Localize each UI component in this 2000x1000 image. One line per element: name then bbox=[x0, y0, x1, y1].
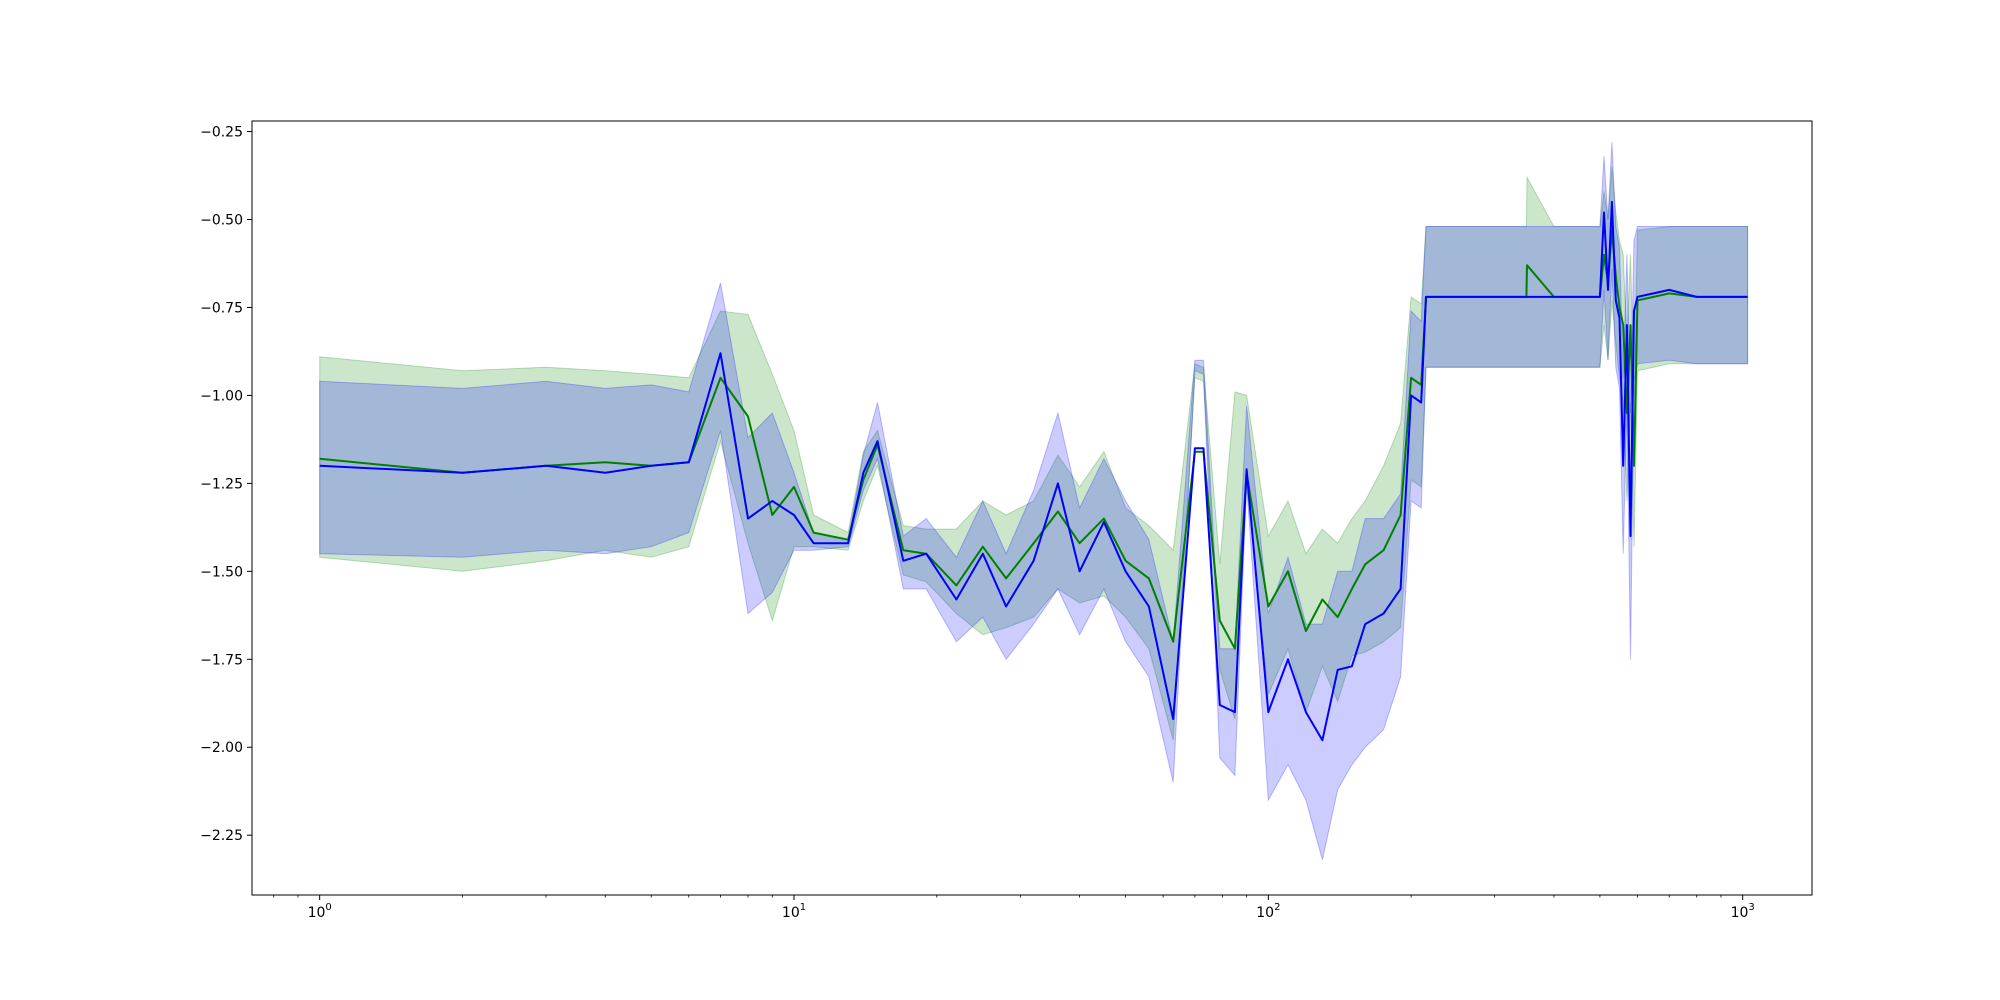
series-1-band bbox=[319, 166, 1749, 741]
confidence-bands bbox=[319, 142, 1749, 860]
x-tick-label-base: 10 bbox=[308, 905, 326, 921]
y-tick-label: −0.25 bbox=[200, 125, 243, 141]
y-tick-label: −2.25 bbox=[200, 828, 243, 844]
x-tick-label: 102 bbox=[1256, 902, 1280, 921]
x-tick-label-base: 10 bbox=[1731, 905, 1749, 921]
series-lines bbox=[319, 200, 1748, 742]
x-tick-label: 101 bbox=[782, 902, 806, 921]
y-tick-label: −0.50 bbox=[200, 213, 243, 229]
y-tick-label: −1.75 bbox=[200, 652, 243, 668]
x-tick-label-exponent: 1 bbox=[800, 902, 806, 913]
x-axis: 100 101 102 103 bbox=[273, 895, 1755, 921]
plot-area-background bbox=[252, 121, 1812, 895]
y-tick-label: −0.75 bbox=[200, 300, 243, 316]
x-tick-label-base: 10 bbox=[782, 905, 800, 921]
series-2-band bbox=[319, 142, 1749, 860]
y-axis: −0.25 −0.50 −0.75 −1.00 −1.25 −1.50 −1.75 −2.00… bbox=[200, 125, 252, 844]
x-tick-label: 100 bbox=[308, 902, 332, 921]
y-tick-label: −1.25 bbox=[200, 476, 243, 492]
x-tick-label: 103 bbox=[1731, 902, 1755, 921]
y-tick-label: −1.00 bbox=[200, 388, 243, 404]
plot-area-frame bbox=[251, 120, 1813, 896]
x-tick-label-base: 10 bbox=[1256, 905, 1274, 921]
x-tick-label-exponent: 2 bbox=[1274, 902, 1280, 913]
series-2-line bbox=[319, 200, 1748, 742]
x-tick-label-exponent: 3 bbox=[1748, 902, 1754, 913]
y-tick-label: −2.00 bbox=[200, 740, 243, 756]
y-tick-label: −1.50 bbox=[200, 564, 243, 580]
x-tick-label-exponent: 0 bbox=[325, 902, 331, 913]
